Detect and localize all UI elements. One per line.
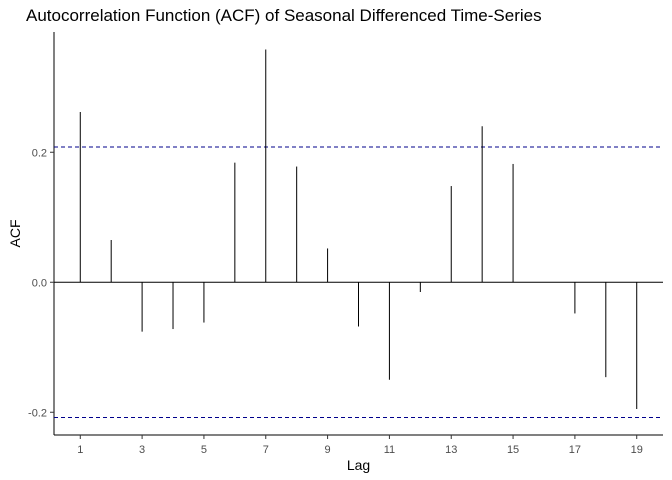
x-axis-ticks: 1 3 5 7 9 11 13 15 17 19 [77,435,643,456]
x-tick-label: 17 [569,444,581,456]
x-tick-label: 5 [201,444,207,456]
x-tick-label: 7 [263,444,269,456]
y-axis-title: ACF [7,220,23,248]
y-tick-label: 0.2 [32,147,47,159]
x-tick-label: 9 [325,444,331,456]
y-tick-label: -0.2 [28,407,47,419]
y-tick-label: 0.0 [32,277,47,289]
x-tick-label: 15 [507,444,519,456]
x-tick-label: 13 [445,444,457,456]
confidence-bounds [54,146,663,418]
x-tick-label: 19 [631,444,643,456]
x-tick-label: 3 [139,444,145,456]
x-tick-label: 11 [384,444,395,456]
y-axis-ticks: -0.2 0.0 0.2 [28,147,54,419]
x-axis-title: Lag [347,457,370,473]
chart-title: Autocorrelation Function (ACF) of Season… [26,6,542,25]
x-tick-label: 1 [77,444,83,456]
acf-bars [79,49,638,409]
